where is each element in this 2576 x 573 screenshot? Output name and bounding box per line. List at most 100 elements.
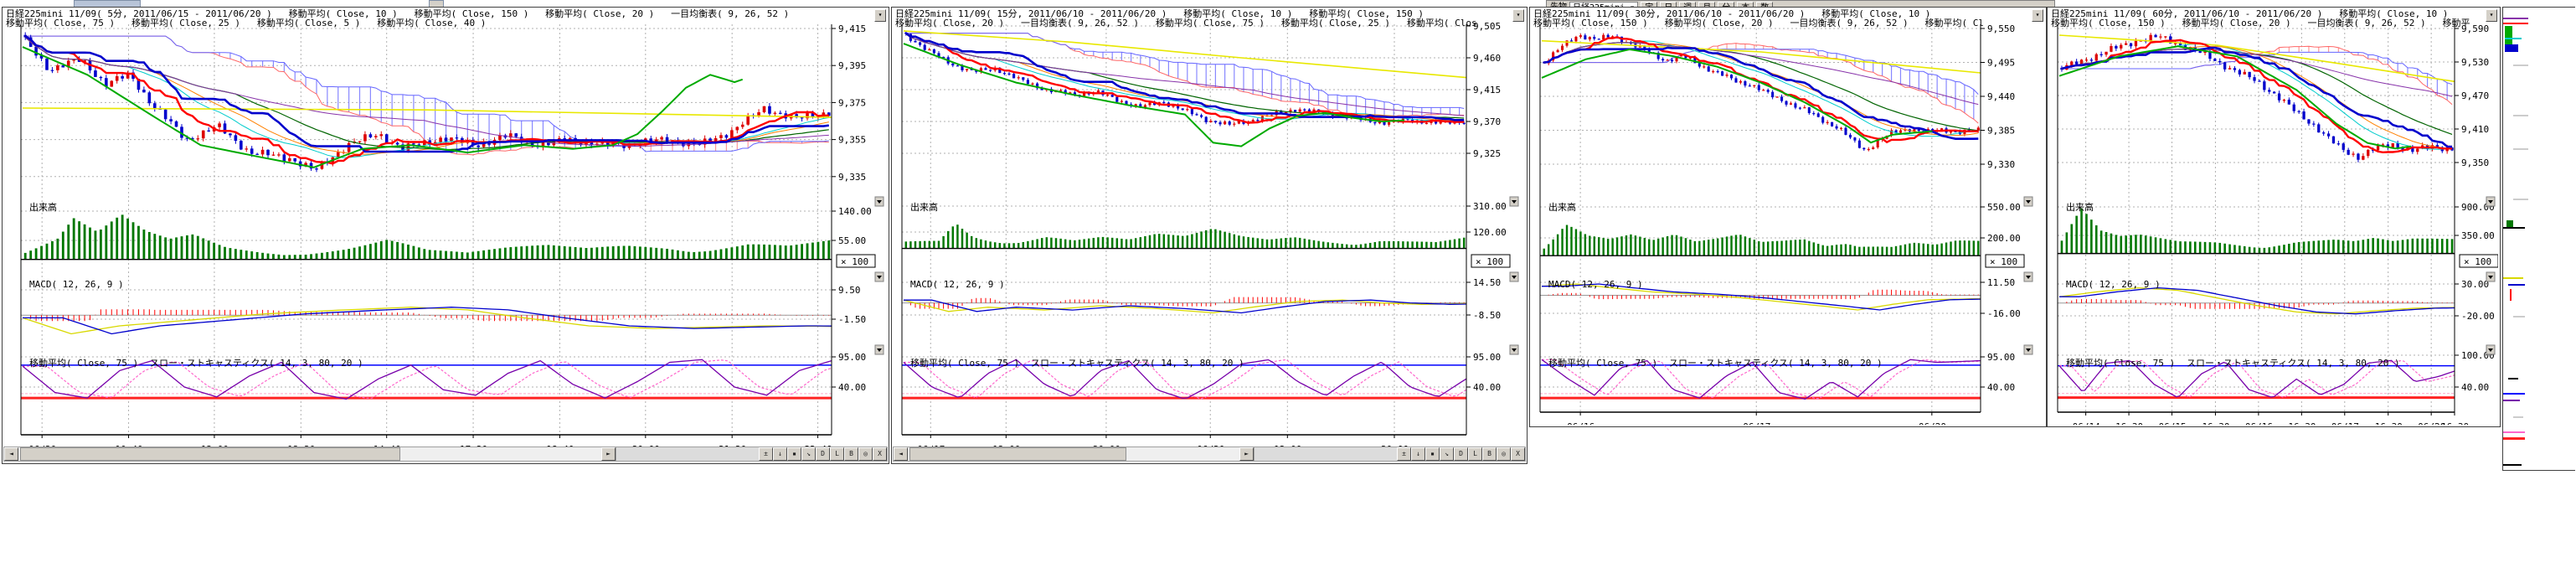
- candlesticks: [2060, 33, 2454, 163]
- x-axis-label: 06/16: [2245, 421, 2273, 425]
- subpanel-menu-button[interactable]: [874, 271, 884, 282]
- scrollbar-button[interactable]: ±: [759, 447, 773, 461]
- scrollbar-spacer: [1254, 447, 1397, 461]
- x-axis-label: 06/15: [2159, 421, 2187, 425]
- macd-section-label: MACD( 12, 26, 9 ): [2066, 279, 2161, 290]
- scrollbar-button[interactable]: B: [1482, 447, 1497, 461]
- scrollbar-button[interactable]: D: [1454, 447, 1468, 461]
- clipped-chart-mark: [2505, 44, 2518, 52]
- x-axis-label: 16:30: [2288, 421, 2316, 425]
- x-axis-label: 16:30: [2115, 421, 2143, 425]
- macd-section-label: MACD( 12, 26, 9 ): [1548, 279, 1643, 290]
- axis-tick-label: 9,355: [838, 135, 866, 146]
- scroll-left-button[interactable]: ◄: [4, 447, 18, 461]
- scrollbar-button[interactable]: ◎: [858, 447, 873, 461]
- multiplier-badge: [2459, 254, 2498, 268]
- scroll-right-button[interactable]: ►: [1239, 447, 1254, 461]
- scrollbar-thumb[interactable]: [909, 447, 1127, 461]
- scrollbar-button[interactable]: L: [1468, 447, 1482, 461]
- scroll-left-button[interactable]: ◄: [894, 447, 908, 461]
- horizontal-scrollbar[interactable]: ◄ ► ± ↓ ▪ ↘ D L B ◎ X: [3, 447, 888, 462]
- scrollbar-button[interactable]: X: [873, 447, 887, 461]
- subpanel-menu-button[interactable]: [2023, 344, 2033, 355]
- multiplier-badge: [1471, 254, 1511, 268]
- subpanel-menu-button[interactable]: [2486, 196, 2496, 207]
- axis-tick-label: 9,550: [1987, 23, 2015, 34]
- subpanel-menu-button[interactable]: [2023, 271, 2033, 282]
- stoch-ma-label: 移動平均( Close, 75 ): [2066, 357, 2175, 369]
- macd-histogram: [1548, 289, 1979, 300]
- scrollbar-button[interactable]: ◎: [1497, 447, 1511, 461]
- scrollbar-button[interactable]: X: [1511, 447, 1525, 461]
- macd-histogram: [2066, 298, 2453, 309]
- chart-canvas-15min[interactable]: 9,505 9,460 9,415 9,370 9,325 310.00 120.00 14.…: [892, 8, 1525, 450]
- axis-tick-label: -20.00: [2461, 311, 2495, 322]
- subpanel-menu-button[interactable]: [874, 196, 884, 207]
- ichimoku-cloud: [1543, 43, 1979, 124]
- x-axis-label: 06/16: [1567, 421, 1595, 425]
- scrollbar-track[interactable]: [908, 447, 1239, 461]
- clipped-chart-mark: [2503, 277, 2523, 279]
- chart-canvas-5min[interactable]: 9,415 9,395 9,375 9,355 9,335 140.00 55.00 9.50…: [3, 8, 887, 450]
- stoch-ma-label: 移動平均( Close, 75 ): [1548, 357, 1657, 369]
- scrollbar-button[interactable]: ↘: [1440, 447, 1454, 461]
- clipped-chart-mark: [2503, 23, 2528, 24]
- clipped-chart-mark: [2508, 284, 2525, 286]
- horizontal-scrollbar[interactable]: ◄ ► ± ↓ ▪ ↘ D L B ◎ X: [893, 447, 1526, 462]
- axis-tick-label: 9,410: [2461, 124, 2489, 135]
- chart-window-60min: 日経225mini 11/09( 60分, 2011/06/10 - 2011/…: [2047, 7, 2501, 427]
- subpanel-menu-button[interactable]: [2486, 271, 2496, 282]
- volume-section-label: 出来高: [29, 201, 57, 213]
- scrollbar-button[interactable]: ↓: [1411, 447, 1425, 461]
- chart-canvas-30min[interactable]: 9,550 9,495 9,440 9,385 9,330 550.00 200.00 11.…: [1530, 8, 2044, 425]
- axis-tick-label: 9,385: [1987, 126, 2015, 137]
- window-menu-button[interactable]: ▾: [2486, 9, 2497, 22]
- candlesticks: [904, 30, 1466, 127]
- axis-tick-label: 550.00: [1987, 202, 2021, 213]
- clipped-chart-mark: [2503, 393, 2525, 395]
- scrollbar-thumb[interactable]: [20, 447, 401, 461]
- scrollbar-button[interactable]: B: [844, 447, 858, 461]
- scrollbar-button[interactable]: ±: [1397, 447, 1411, 461]
- axis-tick-label: 9,505: [1473, 21, 1501, 32]
- scrollbar-button[interactable]: ↘: [801, 447, 816, 461]
- volume-bars: [23, 214, 831, 260]
- multiplier-badge-text: × 100: [1990, 256, 2017, 267]
- window-menu-button[interactable]: ▾: [874, 9, 886, 22]
- scrollbar-button[interactable]: D: [816, 447, 830, 461]
- clipped-chart-mark: [2513, 316, 2525, 317]
- axis-tick-label: 55.00: [838, 235, 866, 246]
- axis-tick-label: 40.00: [1987, 382, 2015, 393]
- scroll-right-button[interactable]: ►: [601, 447, 616, 461]
- subpanel-menu-button[interactable]: [1509, 271, 1519, 282]
- clipped-chart-mark: [2503, 400, 2520, 401]
- subpanel-menu-button[interactable]: [1509, 196, 1519, 207]
- axis-tick-label: 9.50: [838, 285, 861, 296]
- window-menu-button[interactable]: ▾: [1512, 9, 1524, 22]
- axis-tick-label: 9,375: [838, 97, 866, 108]
- multiplier-badge-text: × 100: [841, 256, 868, 267]
- scrollbar-button[interactable]: ↓: [773, 447, 787, 461]
- scrollbar-track[interactable]: [18, 447, 601, 461]
- x-axis-label: 16:30: [2441, 421, 2469, 425]
- clipped-chart-mark: [2513, 115, 2528, 116]
- clipped-chart-mark: [2503, 18, 2528, 19]
- subpanel-menu-button[interactable]: [1509, 344, 1519, 355]
- scrollbar-button[interactable]: L: [830, 447, 844, 461]
- axis-tick-label: 9,370: [1473, 116, 1501, 127]
- subpanel-menu-button[interactable]: [874, 344, 884, 355]
- scrollbar-button[interactable]: ▪: [787, 447, 801, 461]
- axis-tick-label: -8.50: [1473, 310, 1501, 321]
- chart-canvas-60min[interactable]: 9,5909,5309,4709,4109,350900.00350.0030.…: [2048, 8, 2498, 425]
- chart-window-5min: 日経225mini 11/09( 5分, 2011/06/15 - 2011/0…: [2, 7, 889, 464]
- volume-bars: [904, 225, 1466, 249]
- window-menu-button[interactable]: ▾: [2032, 9, 2043, 22]
- scrollbar-button[interactable]: ▪: [1425, 447, 1440, 461]
- subpanel-menu-button[interactable]: [2486, 344, 2496, 355]
- clipped-chart-mark: [2513, 416, 2523, 418]
- volume-section-label: 出来高: [1548, 201, 1576, 213]
- clipped-chart-mark: [2503, 437, 2525, 440]
- subpanel-menu-button[interactable]: [2023, 196, 2033, 207]
- axis-tick-label: 140.00: [838, 206, 872, 217]
